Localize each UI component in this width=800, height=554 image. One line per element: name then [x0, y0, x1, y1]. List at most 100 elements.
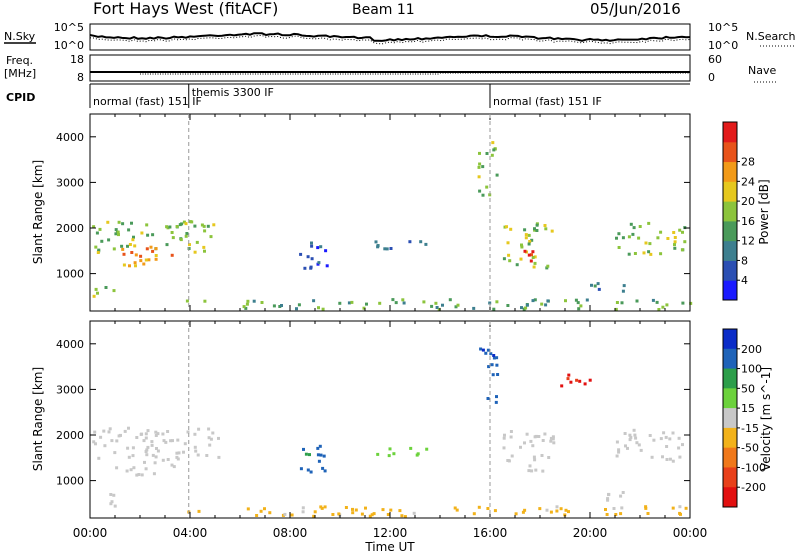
echo-cell [456, 303, 460, 307]
echo-cell [590, 283, 593, 287]
echo-cell [509, 227, 513, 231]
echo-cell [644, 505, 648, 509]
colorbar-tick-label: 15 [741, 402, 755, 415]
echo-cell [559, 507, 563, 511]
echo-cell [389, 508, 393, 512]
echo-cell [541, 469, 545, 473]
echo-cell [487, 365, 491, 369]
echo-cell [132, 235, 135, 239]
echo-cell [495, 363, 499, 367]
velocity-panel-bg [90, 321, 690, 518]
echo-cell [99, 435, 103, 439]
echo-cell [143, 460, 146, 464]
echo-cell [519, 445, 522, 449]
echo-cell [495, 395, 498, 399]
echo-cell [550, 229, 554, 233]
echo-cell [385, 247, 389, 251]
noise-right-tick-top: 10^5 [708, 21, 738, 34]
echo-cell [532, 265, 536, 269]
echo-cell [165, 243, 169, 247]
echo-cell [441, 303, 444, 307]
echo-cell [244, 306, 248, 310]
echo-cell [681, 230, 684, 234]
echo-cell [491, 373, 495, 377]
x-tick-label: 00:00 [73, 526, 108, 540]
echo-cell [622, 284, 626, 288]
echo-cell [92, 294, 96, 298]
echo-cell [259, 509, 263, 513]
echo-cell [564, 508, 568, 512]
echo-cell [96, 251, 100, 254]
echo-cell [612, 507, 616, 510]
echo-cell [523, 508, 527, 512]
echo-cell [455, 508, 459, 512]
echo-cell [644, 506, 648, 510]
date-label: 05/Jun/2016 [590, 0, 681, 18]
echo-cell [639, 448, 643, 452]
echo-cell [577, 307, 581, 311]
echo-cell [398, 509, 402, 513]
echo-cell [145, 247, 149, 251]
cpid-mode-label: normal (fast) 151 IF [93, 95, 202, 108]
echo-cell [164, 440, 168, 444]
echo-cell [128, 264, 131, 268]
echo-cell [108, 427, 112, 431]
echo-cell [543, 224, 547, 227]
echo-cell [381, 508, 385, 512]
echo-cell [495, 356, 499, 360]
echo-cell [268, 511, 272, 515]
echo-cell [154, 430, 158, 434]
echo-cell [193, 432, 197, 436]
echo-cell [520, 245, 524, 249]
echo-cell [529, 259, 533, 263]
noise-sky-trace [89, 32, 691, 42]
echo-cell [317, 306, 320, 310]
echo-cell [533, 255, 537, 259]
echo-cell [534, 434, 538, 438]
echo-region [299, 444, 327, 474]
echo-cell [502, 257, 506, 261]
echo-cell [193, 250, 197, 254]
echo-cell [434, 301, 438, 305]
echo-cell [319, 245, 323, 249]
echo-cell [519, 257, 523, 261]
echo-cell [515, 263, 519, 267]
echo-cell [376, 452, 380, 456]
echo-cell [139, 254, 143, 258]
freq-panel [89, 54, 691, 82]
freq-tick-bottom: 8 [77, 71, 84, 84]
echo-cell [505, 225, 508, 229]
nsearch-label: N.Search [746, 30, 796, 43]
echo-cell [521, 510, 525, 514]
echo-cell [123, 429, 127, 433]
echo-cell [144, 450, 148, 453]
echo-cell [304, 452, 308, 456]
echo-cell [485, 185, 489, 189]
echo-cell [319, 505, 323, 509]
echo-cell [246, 299, 250, 303]
echo-cell [319, 453, 323, 457]
echo-cell [122, 263, 126, 267]
echo-cell [170, 463, 174, 467]
echo-cell [203, 249, 206, 253]
echo-cell [94, 245, 98, 249]
echo-cell [184, 222, 188, 226]
echo-cell [306, 468, 310, 472]
echo-cell [525, 303, 529, 307]
echo-cell [135, 436, 139, 439]
echo-cell [184, 234, 188, 238]
echo-cell [338, 301, 342, 305]
echo-cell [652, 438, 656, 442]
colorbar-tick-label: -50 [741, 442, 759, 455]
power-colorbar-label: Power [dB] [757, 179, 771, 244]
echo-cell [388, 447, 392, 451]
echo-cell [155, 447, 158, 450]
echo-cell [615, 301, 619, 304]
echo-cell [531, 299, 535, 303]
echo-cell [677, 446, 681, 450]
echo-cell [666, 237, 670, 240]
echo-cell [122, 252, 126, 256]
echo-cell [530, 469, 534, 473]
echo-cell [606, 498, 610, 502]
echo-cell [507, 253, 511, 257]
